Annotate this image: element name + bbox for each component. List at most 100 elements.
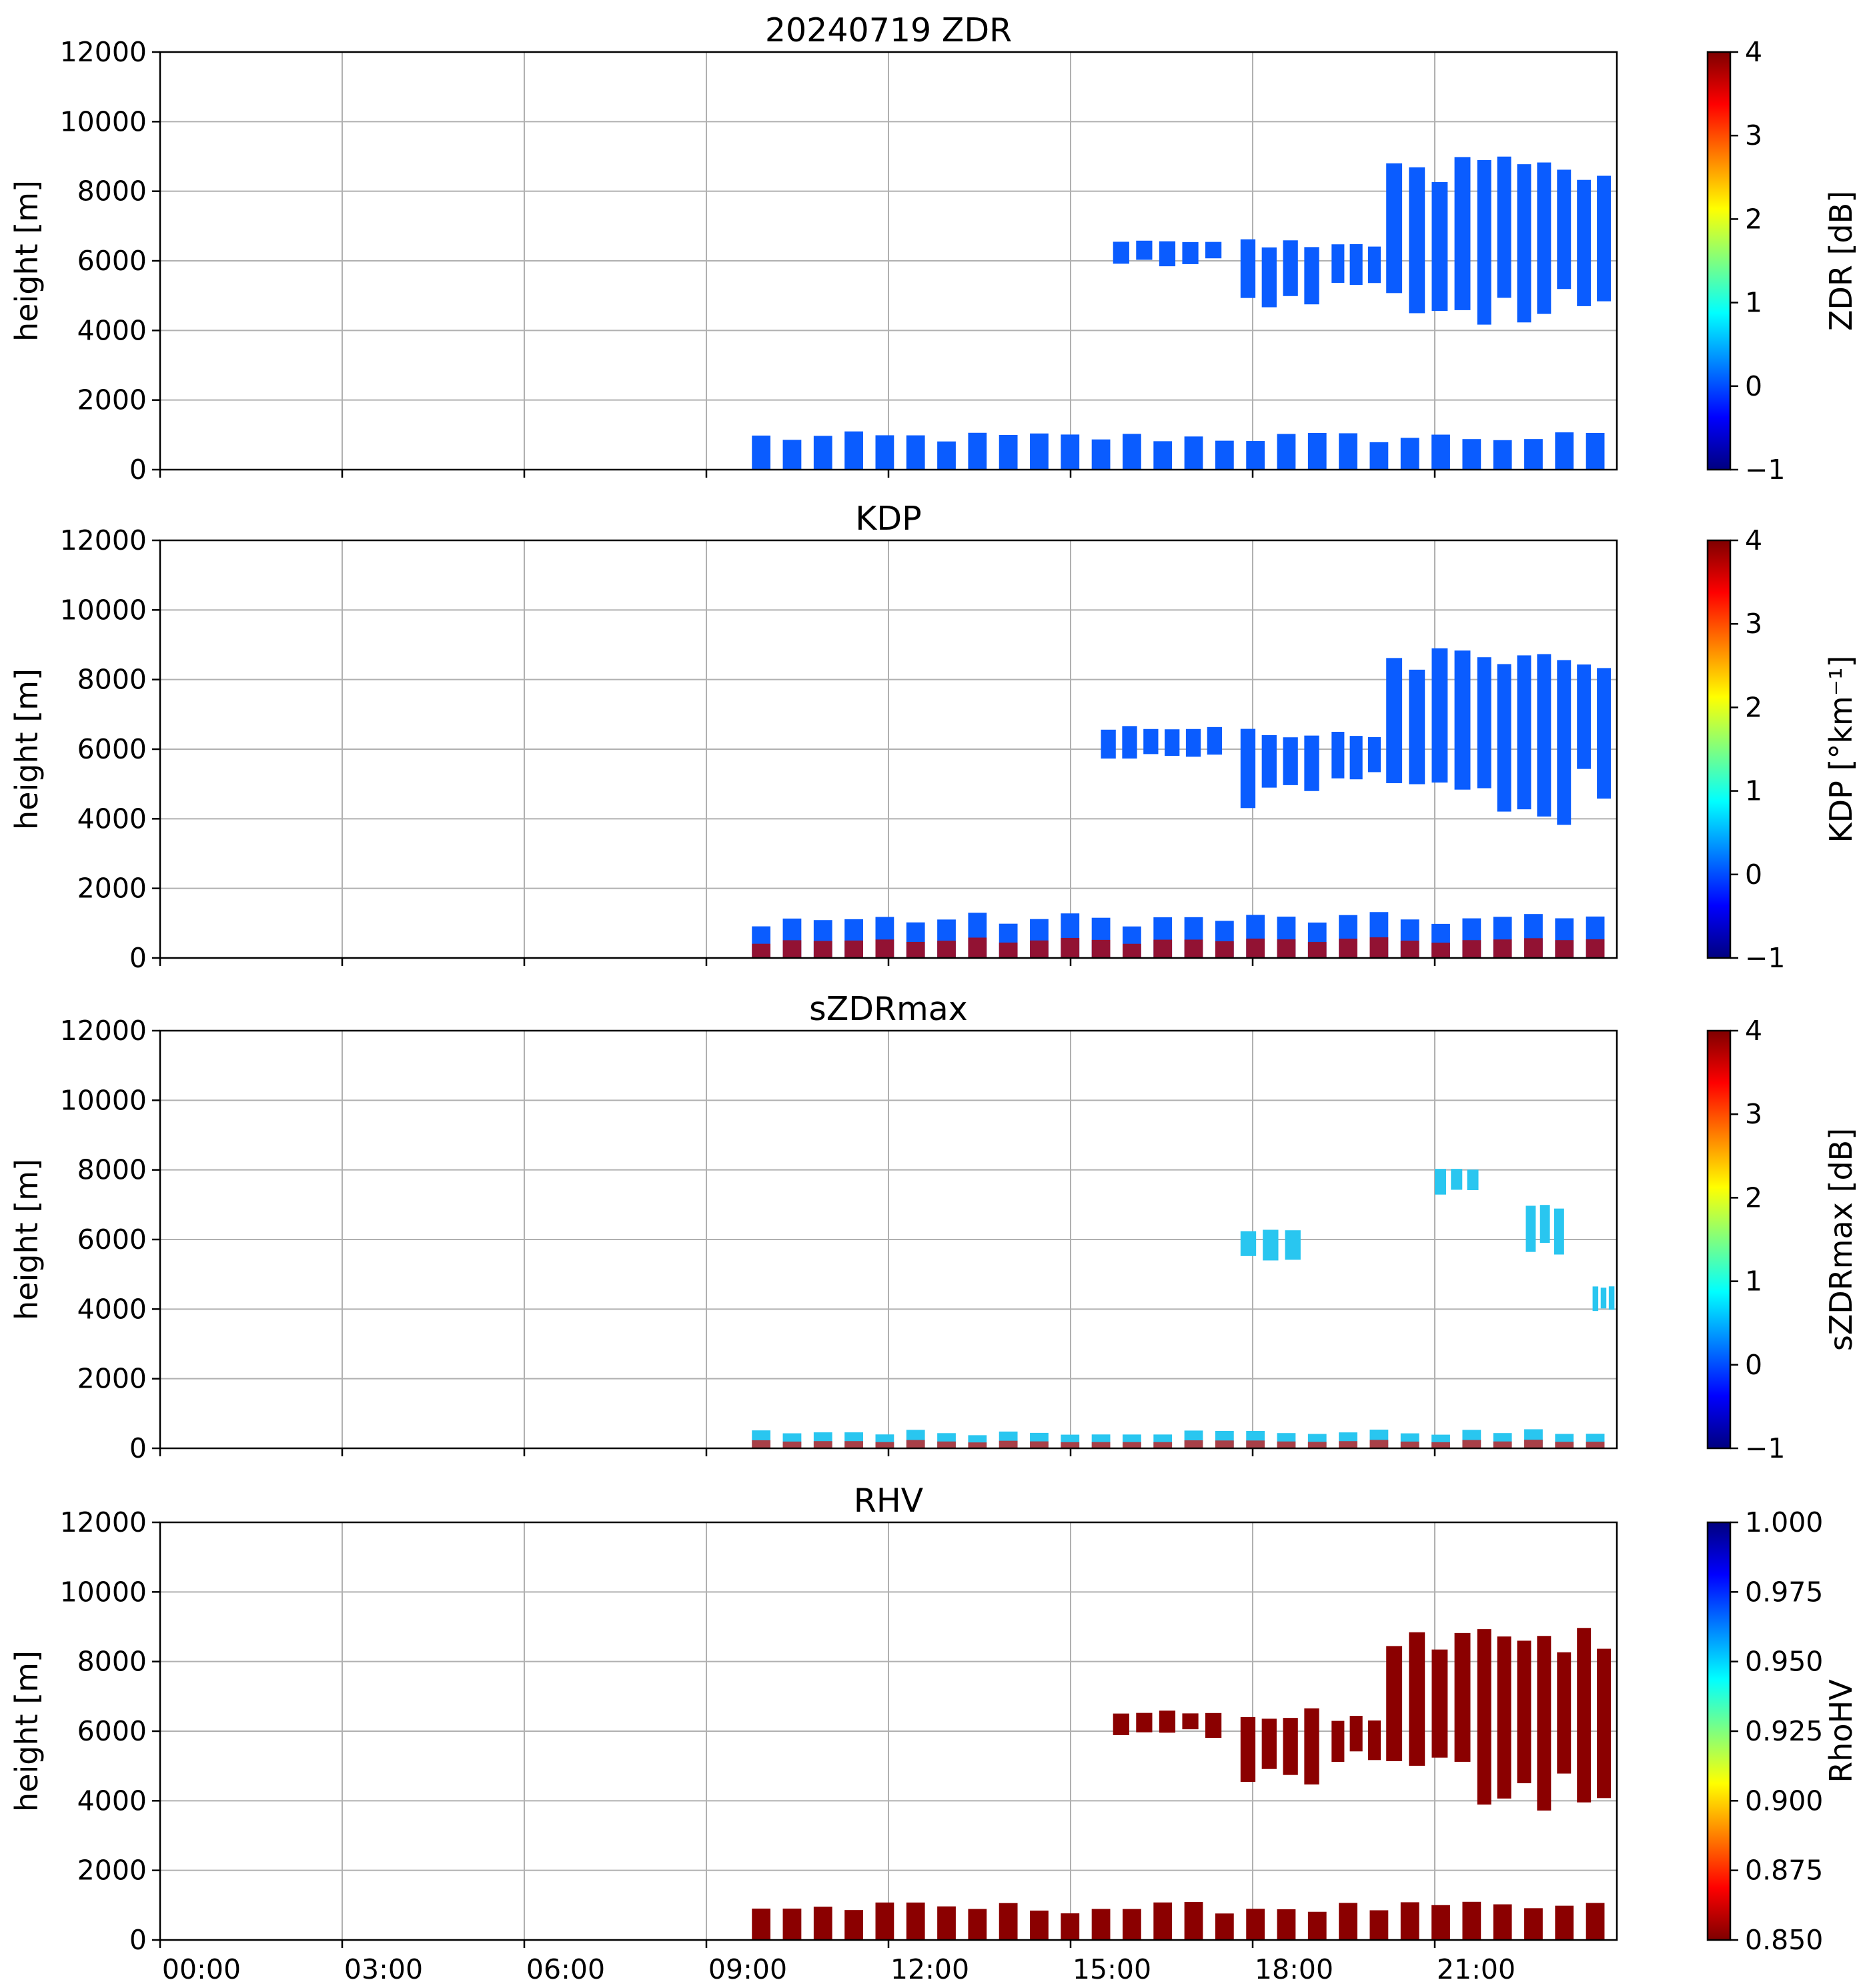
upper-echo-column bbox=[1386, 658, 1403, 783]
upper-echo-column bbox=[1240, 728, 1256, 809]
upper-echo-column bbox=[1165, 729, 1180, 756]
colorbar-tick-label: 0 bbox=[1745, 370, 1762, 402]
low-level-echo-column bbox=[1246, 441, 1265, 470]
low-level-echo-column bbox=[844, 1910, 863, 1940]
colorbar-gradient bbox=[1706, 539, 1732, 959]
panel-title: RHV bbox=[854, 1482, 924, 1520]
low-level-echo-column bbox=[1431, 434, 1450, 470]
upper-echo-column bbox=[1240, 1716, 1256, 1783]
near-ground-high-values bbox=[968, 937, 987, 958]
near-ground-high-values bbox=[1091, 1442, 1111, 1448]
colorbar-label: RhoHV bbox=[1823, 1679, 1859, 1783]
low-level-echo-column bbox=[782, 440, 802, 470]
near-ground-high-values bbox=[1586, 939, 1605, 958]
y-tick-label: 0 bbox=[129, 942, 147, 974]
upper-echo-column bbox=[1477, 160, 1491, 325]
x-tick-label: 18:00 bbox=[1255, 1953, 1333, 1985]
colorbar-gradient bbox=[1706, 51, 1732, 471]
low-level-echo-column bbox=[1524, 439, 1543, 470]
y-tick-label: 12000 bbox=[60, 524, 147, 556]
low-level-echo-column bbox=[1030, 1910, 1049, 1940]
near-ground-high-values bbox=[1462, 1440, 1481, 1448]
upper-echo-column bbox=[1349, 1716, 1363, 1752]
upper-echo-column bbox=[1517, 164, 1531, 323]
near-ground-high-values bbox=[1030, 940, 1049, 958]
near-ground-high-values bbox=[1061, 937, 1080, 958]
x-tick-label: 06:00 bbox=[526, 1953, 605, 1985]
low-level-echo-column bbox=[1400, 1902, 1419, 1940]
heatmap-data bbox=[752, 1169, 1615, 1448]
near-ground-high-values bbox=[813, 941, 832, 958]
upper-echo-column bbox=[1331, 244, 1345, 283]
low-level-echo-column bbox=[1153, 1902, 1173, 1940]
upper-echo-column bbox=[1182, 1713, 1199, 1730]
grid bbox=[160, 1031, 1617, 1448]
near-ground-high-values bbox=[1307, 1442, 1327, 1448]
upper-echo-column bbox=[1431, 181, 1448, 312]
upper-echo-column bbox=[1600, 1288, 1607, 1309]
upper-echo-column bbox=[1409, 1632, 1425, 1766]
y-tick-label: 6000 bbox=[77, 733, 147, 765]
upper-echo-column bbox=[1537, 654, 1551, 817]
near-ground-high-values bbox=[1339, 939, 1357, 958]
upper-echo-column bbox=[1240, 239, 1256, 298]
upper-echo-column bbox=[1367, 736, 1381, 773]
y-tick-label: 10000 bbox=[60, 1084, 147, 1116]
colorbar-tick-label: 0 bbox=[1745, 859, 1762, 891]
near-ground-high-values bbox=[999, 1440, 1018, 1448]
upper-echo-column bbox=[1597, 668, 1612, 799]
y-axis-label: height [m] bbox=[9, 1650, 45, 1812]
near-ground-high-values bbox=[1369, 937, 1389, 958]
colorbar-tick-label: 0.950 bbox=[1745, 1646, 1823, 1678]
near-ground-high-values bbox=[1215, 1440, 1234, 1448]
near-ground-high-values bbox=[906, 1440, 925, 1448]
low-level-echo-column bbox=[906, 1902, 925, 1940]
near-ground-high-values bbox=[1555, 940, 1574, 958]
near-ground-high-values bbox=[1091, 939, 1111, 958]
upper-echo-column bbox=[1205, 1712, 1222, 1738]
colorbar-tick-label: 1 bbox=[1745, 287, 1762, 319]
near-ground-high-values bbox=[1369, 1440, 1389, 1448]
upper-echo-column bbox=[1113, 241, 1129, 264]
low-level-echo-column bbox=[1555, 1905, 1574, 1940]
upper-echo-column bbox=[1113, 1713, 1129, 1735]
y-tick-label: 0 bbox=[129, 1924, 147, 1956]
upper-echo-column bbox=[1159, 1710, 1176, 1733]
upper-echo-column bbox=[1205, 241, 1222, 259]
low-level-echo-column bbox=[782, 1908, 802, 1940]
near-ground-high-values bbox=[1246, 1440, 1265, 1448]
upper-echo-column bbox=[1454, 1632, 1471, 1762]
y-tick-label: 10000 bbox=[60, 1576, 147, 1608]
near-ground-high-values bbox=[1215, 941, 1234, 958]
colorbar-tick-label: −1 bbox=[1745, 1432, 1785, 1464]
y-tick-label: 8000 bbox=[77, 1646, 147, 1678]
colorbar: −1 0 1 2 3 4 ZDR [dB] bbox=[1706, 36, 1859, 486]
y-tick-label: 12000 bbox=[60, 36, 147, 68]
colorbar-tick-label: 0 bbox=[1745, 1349, 1762, 1381]
panel-szdrmax: 0 2000 4000 6000 8000 10000 12000 height [m] sZD… bbox=[9, 990, 1859, 1464]
near-ground-high-values bbox=[968, 1442, 987, 1448]
low-level-echo-column bbox=[1184, 1902, 1203, 1940]
upper-echo-column bbox=[1261, 735, 1277, 788]
low-level-echo-column bbox=[1493, 1904, 1512, 1940]
x-tick-label: 09:00 bbox=[708, 1953, 787, 1985]
near-ground-high-values bbox=[1339, 1441, 1357, 1448]
panel-title: KDP bbox=[855, 500, 921, 538]
low-level-echo-column bbox=[1061, 434, 1080, 470]
y-tick-label: 2000 bbox=[77, 384, 147, 416]
upper-echo-column bbox=[1240, 1231, 1257, 1256]
colorbar-tick-label: 0.900 bbox=[1745, 1785, 1823, 1817]
y-tick-label: 8000 bbox=[77, 175, 147, 207]
near-ground-high-values bbox=[1555, 1442, 1574, 1448]
panel-rhv: 0 2000 4000 6000 8000 10000 12000 00:00 03:00 06:… bbox=[9, 1482, 1859, 1985]
heatmap-data bbox=[752, 648, 1612, 958]
colorbar-tick-label: 4 bbox=[1745, 524, 1762, 556]
upper-echo-column bbox=[1367, 1720, 1381, 1761]
upper-echo-column bbox=[1539, 1205, 1550, 1244]
heatmap-data bbox=[752, 1628, 1612, 1940]
low-level-echo-column bbox=[1153, 441, 1173, 470]
colorbar-label: KDP [°km⁻¹] bbox=[1823, 655, 1859, 843]
low-level-echo-column bbox=[999, 1903, 1018, 1940]
y-axis-label: height [m] bbox=[9, 180, 45, 342]
upper-echo-column bbox=[1386, 1646, 1403, 1761]
